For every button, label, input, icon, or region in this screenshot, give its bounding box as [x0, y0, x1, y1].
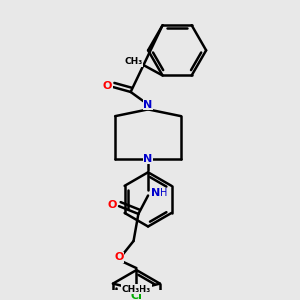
Text: Cl: Cl: [130, 291, 142, 300]
Text: H: H: [160, 188, 167, 198]
Text: N: N: [151, 188, 160, 198]
Text: CH₃: CH₃: [124, 57, 143, 66]
Text: CH₃: CH₃: [122, 285, 140, 294]
Text: O: O: [108, 200, 117, 210]
Text: O: O: [114, 253, 124, 262]
Text: N: N: [143, 154, 153, 164]
Text: CH₃: CH₃: [133, 285, 151, 294]
Text: O: O: [103, 81, 112, 91]
Text: N: N: [143, 100, 153, 110]
